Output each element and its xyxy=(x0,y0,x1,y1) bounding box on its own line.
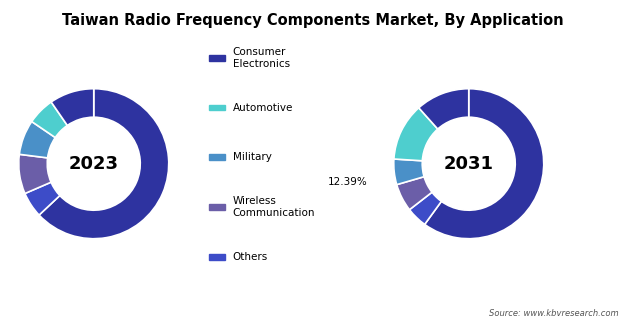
Wedge shape xyxy=(51,89,94,126)
Wedge shape xyxy=(394,159,424,185)
Text: Wireless
Communication: Wireless Communication xyxy=(232,196,315,218)
Text: 2023: 2023 xyxy=(69,155,119,173)
Text: 2031: 2031 xyxy=(444,155,494,173)
Text: Military: Military xyxy=(232,152,271,162)
Text: Taiwan Radio Frequency Components Market, By Application: Taiwan Radio Frequency Components Market… xyxy=(62,13,563,28)
Wedge shape xyxy=(25,182,60,215)
Wedge shape xyxy=(409,192,441,224)
Wedge shape xyxy=(394,108,438,161)
Text: 12.39%: 12.39% xyxy=(328,178,367,187)
Text: Others: Others xyxy=(232,252,268,262)
Wedge shape xyxy=(397,177,432,210)
Wedge shape xyxy=(424,89,544,239)
Wedge shape xyxy=(19,154,51,194)
Text: Automotive: Automotive xyxy=(232,102,293,113)
Text: Consumer
Electronics: Consumer Electronics xyxy=(232,47,290,69)
Wedge shape xyxy=(39,89,169,239)
Text: Source: www.kbvresearch.com: Source: www.kbvresearch.com xyxy=(489,309,619,318)
Wedge shape xyxy=(19,122,55,158)
Wedge shape xyxy=(419,89,469,129)
Wedge shape xyxy=(32,102,68,138)
